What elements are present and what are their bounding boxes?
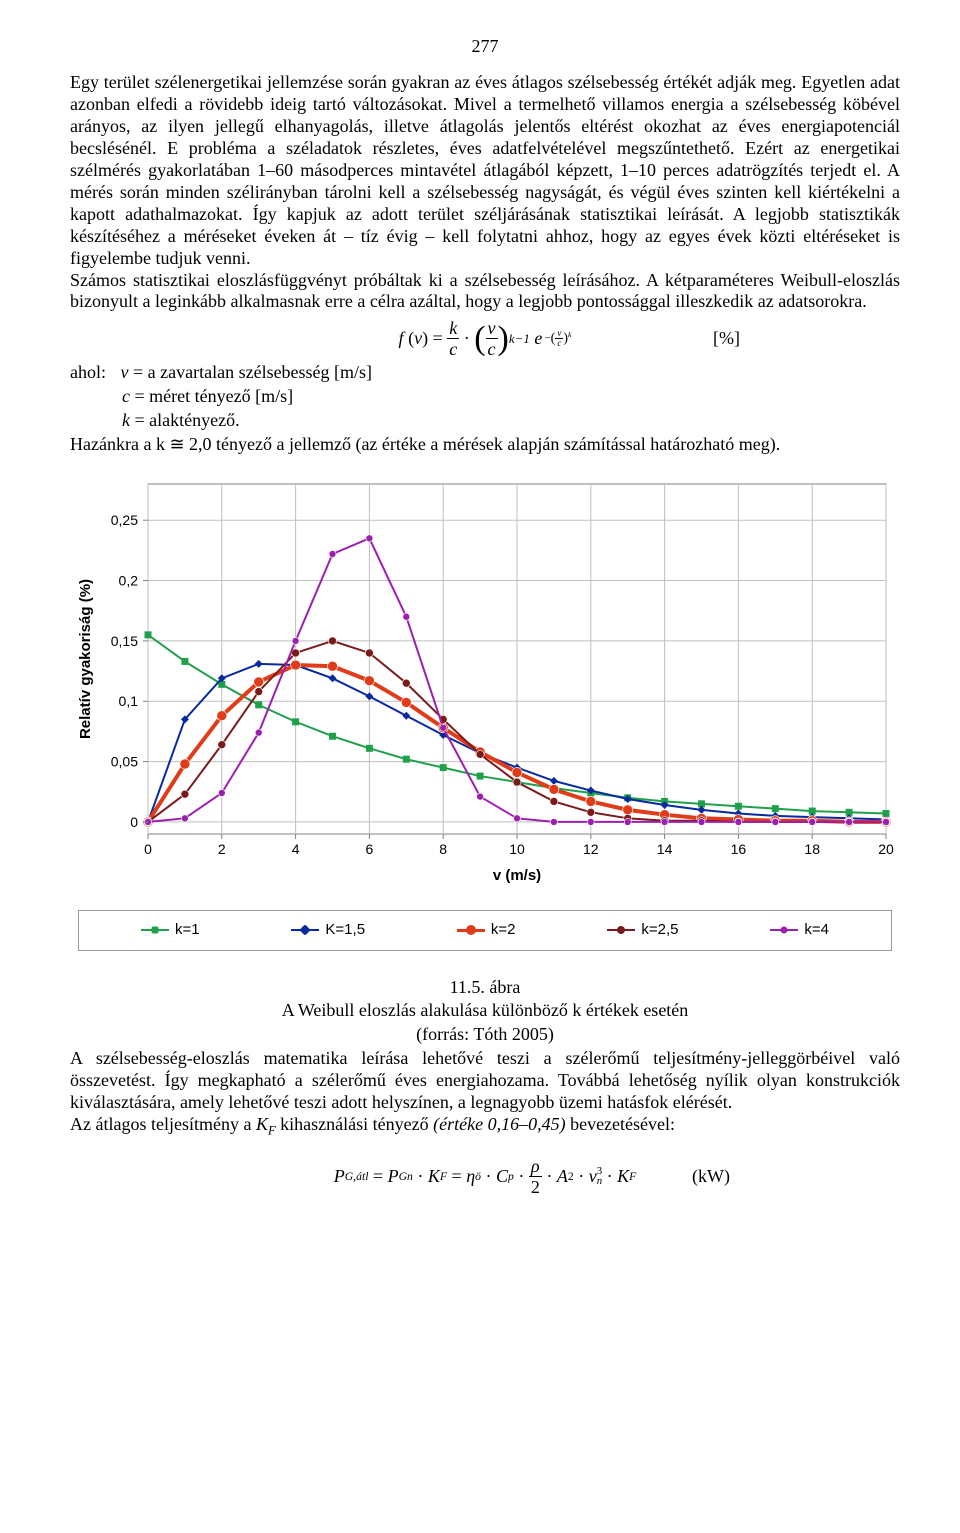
svg-text:0,25: 0,25 (111, 512, 138, 528)
svg-text:18: 18 (804, 841, 820, 857)
svg-text:2: 2 (218, 841, 226, 857)
legend-item: k=4 (770, 921, 829, 939)
formula-weibull: f (v) = kc · ( vc ) k−1 e −(vc)k [%] (70, 319, 900, 358)
formula-power: PG,átl = PGn · KF = ηö · Cp · ρ2 · A2 · … (70, 1157, 900, 1196)
legend-item: K=1,5 (291, 921, 365, 939)
svg-text:16: 16 (731, 841, 747, 857)
paragraph-3: Hazánkra a k ≅ 2,0 tényező a jellemző (a… (70, 434, 900, 456)
svg-text:4: 4 (292, 841, 300, 857)
figure-title: A Weibull eloszlás alakulása különböző k… (70, 1000, 900, 1022)
defs-lead: ahol: (70, 362, 116, 384)
def-v: v = a zavartalan szélsebesség [m/s] (121, 362, 373, 382)
paragraph-5: Az átlagos teljesítmény a KF kihasználás… (70, 1114, 900, 1139)
svg-text:0,1: 0,1 (119, 693, 139, 709)
svg-text:6: 6 (366, 841, 374, 857)
legend-item: k=2,5 (607, 921, 678, 939)
svg-text:20: 20 (878, 841, 894, 857)
svg-text:Relatív gyakoriság (%): Relatív gyakoriság (%) (77, 579, 94, 739)
def-k: k = alaktényező. (122, 410, 900, 432)
page-number: 277 (70, 36, 900, 58)
def-c: c = méret tényező [m/s] (122, 386, 900, 408)
formula-unit-2: (kW) (692, 1166, 730, 1188)
definitions-block: ahol: v = a zavartalan szélsebesség [m/s… (70, 362, 900, 384)
legend-item: k=2 (457, 921, 516, 939)
svg-text:0: 0 (130, 814, 138, 830)
svg-text:0,05: 0,05 (111, 754, 138, 770)
svg-text:0,2: 0,2 (119, 573, 139, 589)
legend-item: k=1 (141, 921, 200, 939)
svg-text:10: 10 (509, 841, 525, 857)
weibull-chart: 0 2 4 6 8 10 12 14 16 18 20 0 0,05 0,1 0,15 0,2 0,25 v (m… (70, 472, 900, 950)
figure-number: 11.5. ábra (70, 977, 900, 999)
paragraph-1: Egy terület szélenergetikai jellemzése s… (70, 72, 900, 270)
figure-source: (forrás: Tóth 2005) (70, 1024, 900, 1046)
svg-text:12: 12 (583, 841, 599, 857)
svg-text:0,15: 0,15 (111, 633, 138, 649)
chart-legend: k=1 K=1,5 k=2 k=2,5 k=4 (78, 910, 892, 950)
paragraph-4: A szélsebesség-eloszlás matematika leírá… (70, 1048, 900, 1114)
svg-text:0: 0 (144, 841, 152, 857)
svg-text:8: 8 (439, 841, 447, 857)
formula-unit-1: [%] (713, 328, 740, 350)
svg-text:v (m/s): v (m/s) (493, 867, 541, 884)
svg-text:14: 14 (657, 841, 673, 857)
paragraph-2: Számos statisztikai eloszlásfüggvényt pr… (70, 270, 900, 314)
